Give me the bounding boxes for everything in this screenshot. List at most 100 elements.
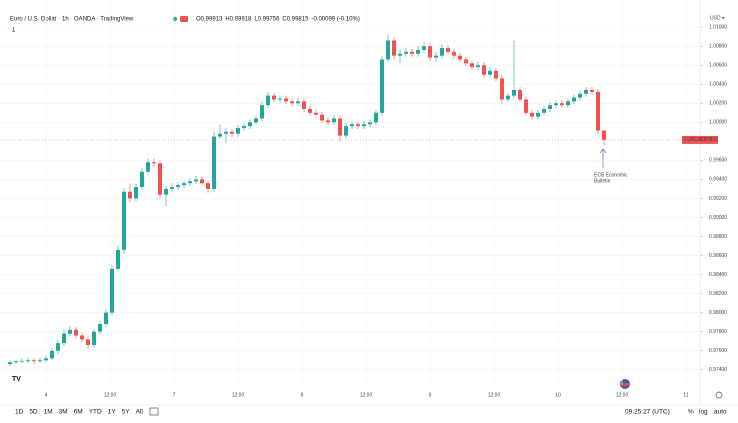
candle-body [266,95,270,106]
range-button[interactable]: 5Y [122,409,131,416]
candle-body [518,89,522,100]
candle-body [386,40,390,60]
y-tick-label: 0.98600 [709,253,727,259]
candle-body [554,103,558,106]
flag-icon [180,16,188,22]
x-tick-label: 7 [173,392,176,398]
candle-body [206,183,210,189]
candle-body [416,49,420,54]
candle-body [80,335,84,340]
candle-body [368,122,372,125]
candle-body [8,362,12,365]
candle-body [44,358,48,361]
candle-body [38,360,42,362]
candle-body [20,361,24,362]
scale-option[interactable]: auto [714,409,727,416]
y-tick-label: 0.98400 [709,272,727,278]
range-button[interactable]: 6M [74,409,83,416]
y-tick-label: 0.99600 [709,158,727,164]
range-button[interactable]: 5D [29,409,38,416]
clock: 09:25:27 (UTC) [625,409,670,416]
candle-body [68,329,72,334]
candle-body [170,187,174,189]
candle-body [536,112,540,117]
candle-body [56,343,60,351]
candle-body [506,95,510,100]
candle-body [230,131,234,134]
candle-body [464,59,468,64]
candle-body [308,108,312,113]
y-tick-label: 0.97400 [709,367,727,373]
candle-body [578,93,582,98]
y-tick-label: 1.01000 [709,24,727,30]
candle-body [128,191,132,199]
y-tick-label: 0.98000 [709,310,727,316]
range-button[interactable]: YTD [89,409,102,416]
candle-body [146,162,150,172]
candle-body [404,51,408,54]
candle-body [302,101,306,109]
range-button[interactable]: 1D [15,409,24,416]
candle-body [362,124,366,127]
candle-body [596,91,600,131]
candle-body [530,112,534,117]
range-button[interactable]: 3M [59,409,68,416]
candle-body [374,112,378,123]
currency: USD ▾ [710,15,725,21]
x-tick-label: 12:00 [488,392,501,398]
settings-icon[interactable] [715,391,723,399]
candle-body [122,191,126,250]
y-tick-label: 0.98800 [709,234,727,240]
candle-body [218,133,222,137]
candle-body [392,40,396,56]
x-tick-label: 12:00 [232,392,245,398]
scale-option[interactable]: % [688,409,694,416]
candle-body [542,108,546,113]
candle-body [590,89,594,92]
annotation-arrow [599,148,607,168]
candle-body [224,131,228,134]
event-flag-stripe [620,383,630,386]
candle-body [212,136,216,189]
x-tick-label: 11 [683,392,688,398]
candle-body [110,268,114,313]
candle-body [488,70,492,75]
candle-body [164,188,168,195]
candle-body [560,103,564,106]
candle-body [380,59,384,113]
candle-body [200,179,204,184]
candle-body [458,55,462,60]
range-button[interactable]: 1Y [108,409,117,416]
candle-body [152,162,156,164]
x-tick-label: 4 [45,392,48,398]
y-tick-label: 0.97600 [709,348,727,354]
y-tick-label: 1.00000 [709,120,727,126]
y-tick-label: 1.00600 [709,63,727,69]
x-tick-label: 12:00 [360,392,373,398]
scale-option[interactable]: log [699,409,708,416]
candle-body [524,99,528,113]
candle-body [254,118,258,123]
candle-body [62,333,66,344]
range-button[interactable]: 1M [44,409,53,416]
candle-body [140,171,144,188]
candle-body [584,89,588,94]
x-tick-label: 12:00 [616,392,629,398]
range-button[interactable]: All [136,409,144,416]
candle-body [476,65,480,68]
y-tick-label: 1.00400 [709,82,727,88]
candle-body [410,51,414,54]
candle-body [260,105,264,119]
candle-body [284,98,288,102]
candle-body [176,185,180,188]
y-tick-label: 0.98200 [709,291,727,297]
candle-body [326,120,330,123]
calendar-icon[interactable] [149,407,159,416]
x-tick-label: 9 [429,392,432,398]
ohlc-value: C0.99815 [282,17,309,23]
ohlc-value: L0.99756 [254,17,280,23]
candle-body [494,70,498,79]
y-tick-label: 1.00200 [709,101,727,107]
candle-body [500,78,504,100]
